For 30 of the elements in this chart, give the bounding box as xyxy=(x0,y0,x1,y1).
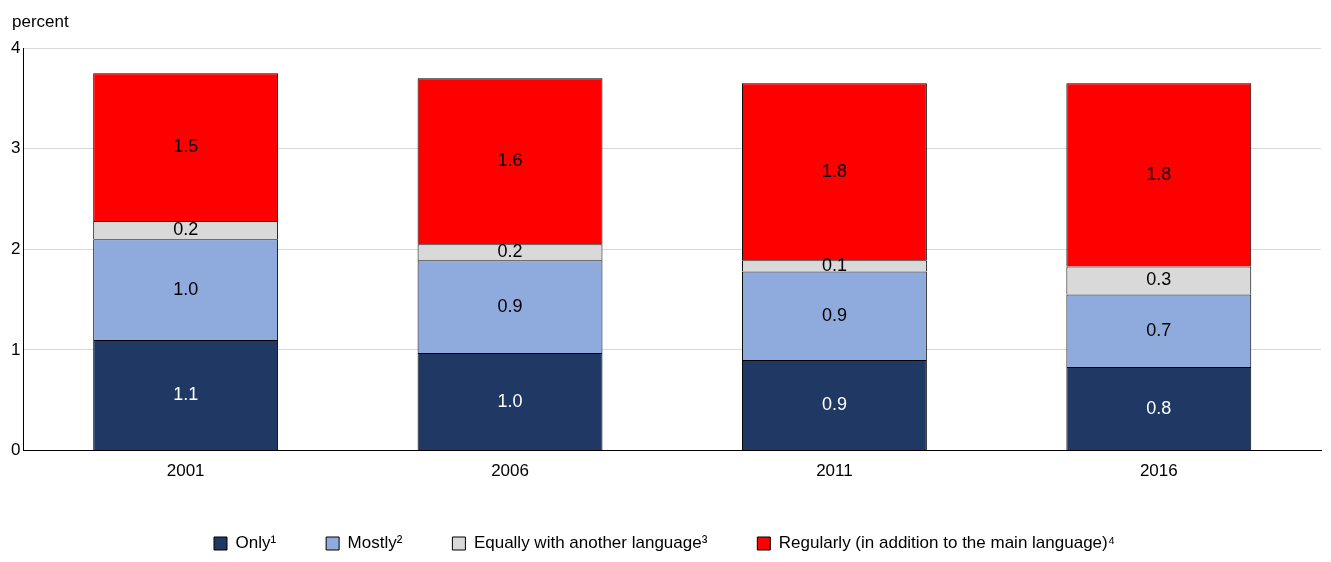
data-label: 0.2 xyxy=(173,219,199,240)
data-label: 1.8 xyxy=(1146,163,1172,184)
x-tick-label: 2001 xyxy=(166,461,205,481)
y-tick-label: 4 xyxy=(10,37,21,57)
y-tick-label: 2 xyxy=(10,238,21,258)
data-label: 1.0 xyxy=(173,278,199,299)
data-label: 1.0 xyxy=(497,390,523,411)
legend-label: Regularly (in addition to the main language)⁴ xyxy=(778,533,1116,553)
x-tick-label: 2011 xyxy=(816,461,853,481)
legend-label: Mostly² xyxy=(347,533,403,553)
data-label: 0.9 xyxy=(497,295,523,316)
x-tick-label: 2016 xyxy=(1139,461,1178,481)
legend-label: Equally with another language³ xyxy=(473,533,708,553)
data-label: 0.9 xyxy=(821,394,847,415)
data-label: 1.6 xyxy=(497,150,523,171)
y-tick-label: 1 xyxy=(10,339,21,359)
y-axis-title: percent xyxy=(12,12,69,32)
data-label: 0.1 xyxy=(821,254,847,275)
data-label: 0.9 xyxy=(821,304,847,325)
legend-label: Only¹ xyxy=(235,533,277,553)
x-tick-label: 2006 xyxy=(491,461,529,481)
data-label: 0.7 xyxy=(1146,319,1172,340)
data-label: 1.1 xyxy=(173,383,199,404)
y-tick-label: 0 xyxy=(10,440,21,460)
data-label: 0.2 xyxy=(497,241,523,262)
data-label: 1.8 xyxy=(821,160,847,181)
data-label: 0.3 xyxy=(1146,269,1172,290)
data-label: 1.5 xyxy=(173,136,199,157)
y-tick-label: 3 xyxy=(10,138,21,158)
data-label: 0.8 xyxy=(1146,397,1172,418)
